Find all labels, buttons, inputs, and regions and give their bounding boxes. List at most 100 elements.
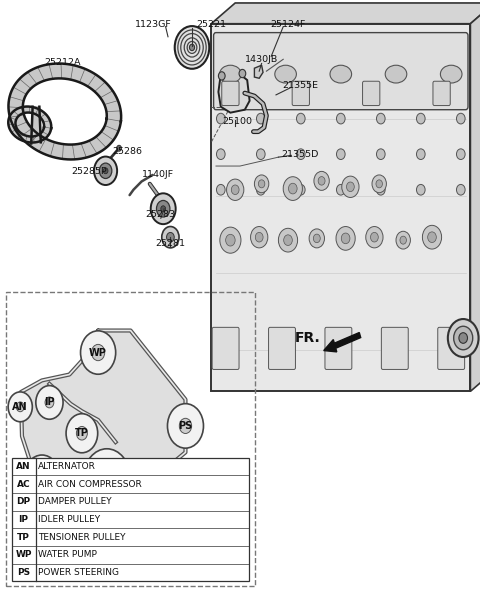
Circle shape [251,227,268,248]
Text: WATER PUMP: WATER PUMP [38,550,97,559]
Polygon shape [31,107,41,144]
Circle shape [278,228,298,252]
FancyBboxPatch shape [438,327,465,369]
Circle shape [297,184,305,195]
Circle shape [376,180,383,188]
FancyBboxPatch shape [12,458,249,581]
Text: 25100: 25100 [223,117,252,126]
FancyBboxPatch shape [362,81,380,106]
Circle shape [24,455,60,499]
Circle shape [36,385,63,419]
Text: AIR CON COMPRESSOR: AIR CON COMPRESSOR [38,480,142,489]
Text: AC: AC [17,480,30,489]
Circle shape [227,179,244,200]
Circle shape [284,235,292,246]
Ellipse shape [330,65,351,83]
Circle shape [66,414,98,453]
Circle shape [336,227,355,250]
Text: 21355D: 21355D [281,149,319,159]
Circle shape [92,345,105,361]
Circle shape [167,232,174,242]
Polygon shape [9,63,121,160]
Circle shape [459,333,468,343]
Circle shape [256,113,265,124]
Text: 1430JB: 1430JB [245,55,278,64]
Text: IP: IP [44,397,55,407]
FancyBboxPatch shape [292,81,310,106]
Text: 1123GF: 1123GF [135,20,172,30]
Circle shape [283,177,302,200]
Polygon shape [21,330,185,508]
Circle shape [456,113,465,124]
FancyBboxPatch shape [214,33,468,110]
Text: WP: WP [15,550,32,559]
Circle shape [162,227,179,248]
Circle shape [448,319,479,357]
Circle shape [417,149,425,160]
Circle shape [239,69,246,78]
FancyBboxPatch shape [268,327,295,369]
Circle shape [256,149,265,160]
Text: TP: TP [75,428,89,438]
Circle shape [347,182,354,192]
Text: IP: IP [19,515,28,524]
Circle shape [417,184,425,195]
Text: WP: WP [89,347,107,358]
Circle shape [376,184,385,195]
Circle shape [366,227,383,248]
Polygon shape [470,3,480,391]
Circle shape [216,113,225,124]
Polygon shape [8,107,51,142]
Ellipse shape [385,65,407,83]
Circle shape [216,149,225,160]
Circle shape [400,236,407,244]
FancyBboxPatch shape [325,327,352,369]
Circle shape [103,168,108,174]
Text: ALTERNATOR: ALTERNATOR [38,462,96,471]
Circle shape [216,184,225,195]
Text: 25212A: 25212A [44,58,81,67]
Circle shape [456,149,465,160]
FancyBboxPatch shape [222,81,239,106]
Circle shape [99,163,112,178]
Text: POWER STEERING: POWER STEERING [38,568,120,577]
Circle shape [336,149,345,160]
Circle shape [94,157,117,185]
FancyArrow shape [324,333,360,352]
FancyBboxPatch shape [211,24,470,391]
Text: 25283: 25283 [146,210,176,219]
Circle shape [297,149,305,160]
Circle shape [190,44,194,50]
Circle shape [318,177,325,185]
Circle shape [288,183,297,194]
Text: TENSIONER PULLEY: TENSIONER PULLEY [38,533,126,541]
Circle shape [255,232,263,242]
Ellipse shape [441,65,462,83]
Circle shape [376,149,385,160]
Text: 25221: 25221 [196,20,226,30]
Circle shape [180,418,192,433]
Circle shape [76,426,87,440]
Circle shape [456,184,465,195]
FancyBboxPatch shape [212,327,239,369]
Circle shape [313,234,320,243]
Circle shape [454,326,473,350]
Text: PS: PS [179,421,192,431]
Circle shape [151,193,176,224]
Circle shape [81,331,116,374]
Text: DP: DP [16,498,31,506]
Polygon shape [211,3,480,24]
Circle shape [256,184,265,195]
Ellipse shape [275,65,296,83]
Text: 1140JF: 1140JF [143,170,174,180]
FancyBboxPatch shape [381,327,408,369]
Circle shape [376,113,385,124]
Circle shape [336,113,345,124]
Circle shape [254,175,269,193]
Circle shape [342,176,359,197]
Circle shape [371,232,378,242]
Text: PS: PS [17,568,30,577]
Circle shape [218,72,225,80]
Circle shape [297,113,305,124]
Circle shape [45,397,54,408]
